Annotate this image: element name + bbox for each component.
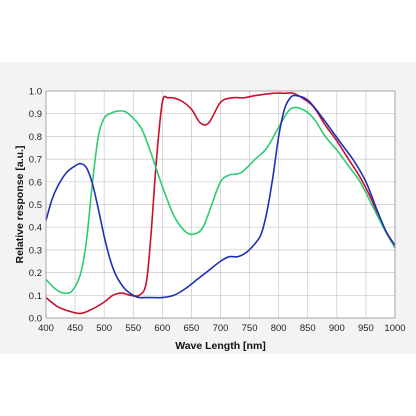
x-tick-labels: 400 450 500 550 600 650 700 750 800 850 900 950 1000 [38,323,406,334]
x-axis-title: Wave Length [nm] [175,340,266,352]
series-line-red [45,92,396,315]
x-tick-label: 500 [96,323,112,334]
plot-frame [45,90,396,319]
x-tick-label: 550 [125,323,141,334]
y-axis-title: Relative response [a.u.] [14,146,26,264]
x-tick-label: 400 [38,323,54,334]
y-tick-label: 0.4 [29,223,42,234]
x-tick-label: 700 [213,323,229,334]
x-tick-label: 850 [300,323,316,334]
y-tick-label: 0.8 [29,132,42,143]
x-tick-label: 950 [358,323,374,334]
y-tick-label: 0.7 [29,155,42,166]
y-tick-label: 0.9 [29,109,42,120]
y-tick-label: 0.3 [29,245,42,256]
x-tick-label: 600 [154,323,170,334]
x-tick-label: 800 [271,323,287,334]
y-tick-label: 1.0 [29,87,42,98]
y-tick-label: 0.6 [29,177,42,188]
y-tick-label: 0.2 [29,268,42,279]
series-line-blue [45,94,396,299]
y-tick-label: 0.5 [29,200,42,211]
x-tick-label: 1000 [384,323,405,334]
x-tick-label: 450 [67,323,83,334]
x-tick-label: 900 [329,323,345,334]
y-tick-labels: 0.0 0.1 0.2 0.3 0.4 0.5 0.6 0.7 0.8 0.9 1.0 [29,87,42,325]
y-tick-label: 0.1 [29,291,42,302]
grid [45,90,396,319]
x-tick-label: 650 [183,323,199,334]
y-tick-label: 0.0 [29,314,42,325]
x-tick-label: 750 [242,323,258,334]
series-layer [45,92,396,315]
